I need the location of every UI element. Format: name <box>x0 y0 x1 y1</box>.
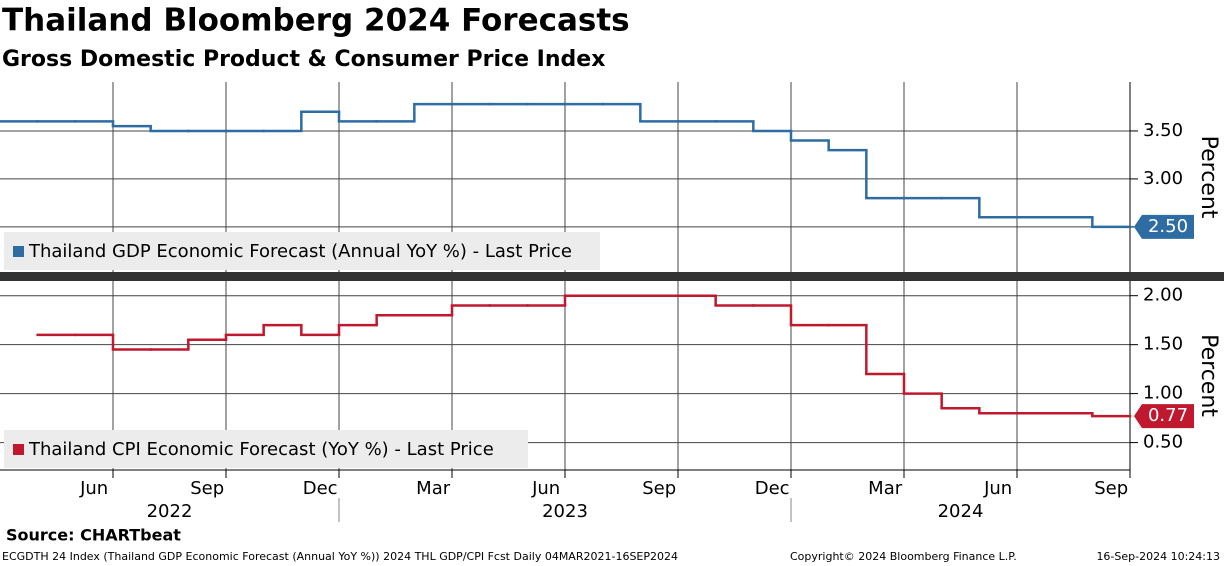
year-label: 2024 <box>938 501 984 522</box>
chart-subtitle: Gross Domestic Product & Consumer Price … <box>2 47 605 72</box>
y-tick-label: 3.00 <box>1143 168 1183 189</box>
x-tick-label: Jun <box>983 478 1012 499</box>
legend-swatch <box>13 246 24 257</box>
x-tick-label: Jun <box>79 478 108 499</box>
y-tick-label: 2.00 <box>1143 285 1183 306</box>
last-value-label: 2.50 <box>1148 216 1188 237</box>
last-value-label: 0.77 <box>1148 405 1188 426</box>
x-tick-label: Sep <box>1094 478 1128 499</box>
x-tick-label: Mar <box>868 478 903 499</box>
year-label: 2023 <box>542 501 588 522</box>
legend-swatch <box>13 444 24 455</box>
x-tick-label: Sep <box>190 478 224 499</box>
source: Source: CHARTbeat <box>6 526 181 545</box>
x-tick-label: Dec <box>755 478 790 499</box>
timestamp: 16-Sep-2024 10:24:13 <box>1096 550 1220 563</box>
last-value-badge <box>1134 404 1194 429</box>
last-value-badge <box>1134 214 1194 239</box>
y-tick-label: 1.00 <box>1143 383 1183 404</box>
panel-separator <box>0 272 1224 281</box>
year-label: 2022 <box>147 501 193 522</box>
x-tick-label: Dec <box>303 478 338 499</box>
chart-title: Thailand Bloomberg 2024 Forecasts <box>2 3 630 39</box>
y-axis-label: Percent <box>1196 136 1221 219</box>
legend-label: Thailand CPI Economic Forecast (YoY %) -… <box>28 439 494 460</box>
y-tick-label: 1.50 <box>1143 334 1183 355</box>
y-tick-label: 3.50 <box>1143 120 1183 141</box>
copyright: Copyright© 2024 Bloomberg Finance L.P. <box>790 550 1017 563</box>
x-tick-label: Mar <box>416 478 451 499</box>
footnote: ECGDTH 24 Index (Thailand GDP Economic F… <box>2 550 678 563</box>
legend-box <box>4 232 600 270</box>
y-tick-label: 0.50 <box>1143 432 1183 453</box>
x-tick-label: Sep <box>642 478 676 499</box>
legend-label: Thailand GDP Economic Forecast (Annual Y… <box>28 241 572 262</box>
legend-box <box>4 430 528 468</box>
y-axis-label: Percent <box>1196 334 1221 417</box>
x-tick-label: Jun <box>531 478 560 499</box>
